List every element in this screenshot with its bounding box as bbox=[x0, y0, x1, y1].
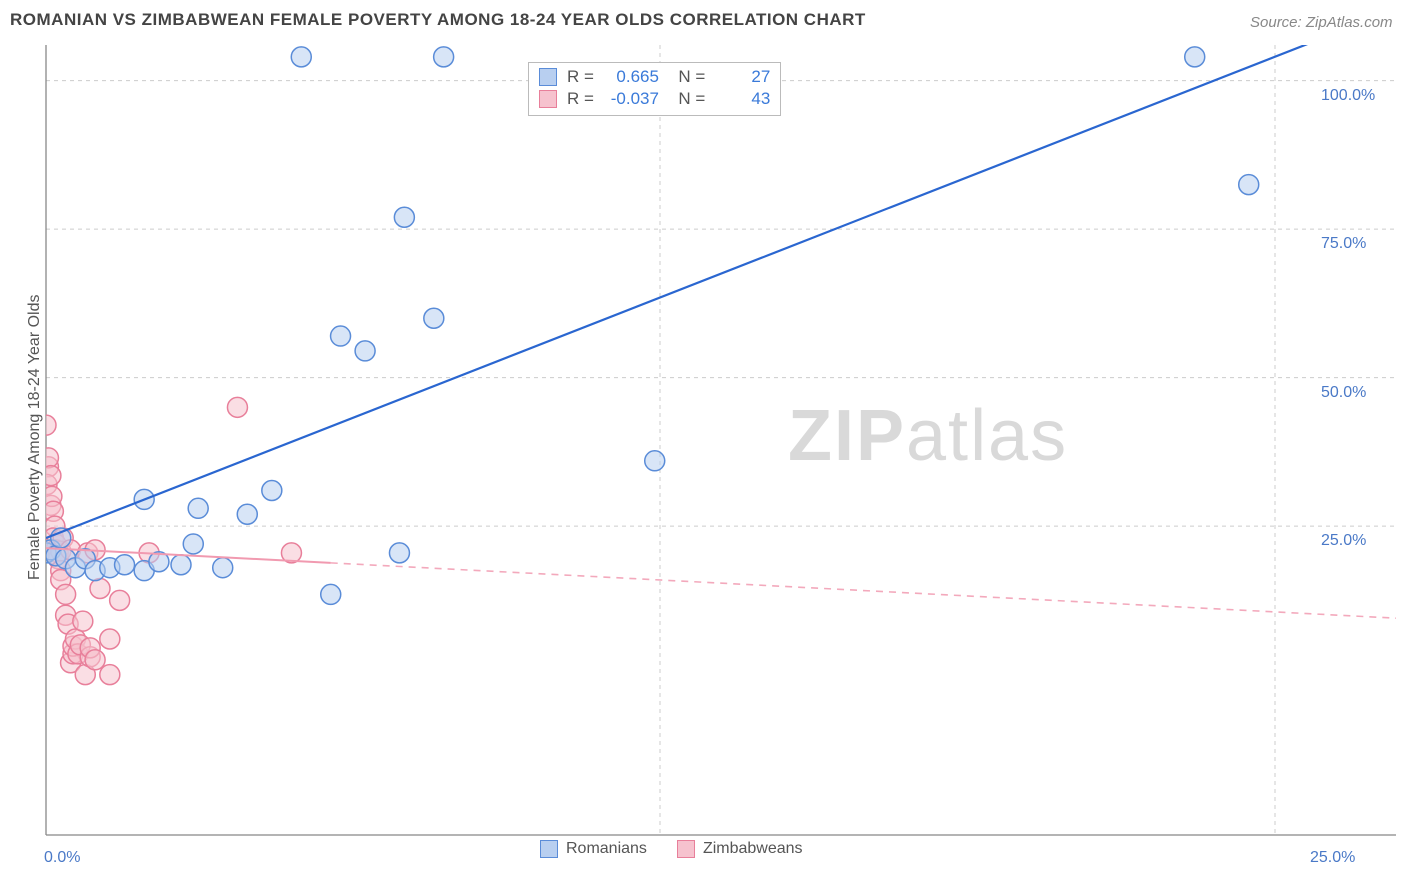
stats-r-label: R = bbox=[567, 67, 594, 87]
legend-swatch-romanians bbox=[540, 840, 558, 858]
legend-label-romanians: Romanians bbox=[566, 840, 647, 858]
stats-n-label: N = bbox=[669, 67, 705, 87]
swatch-zimbabweans bbox=[539, 90, 557, 108]
legend-swatch-zimbabweans bbox=[677, 840, 695, 858]
xtick-2: 25.0% bbox=[1310, 849, 1355, 867]
stats-row-romanians: R = 0.665 N = 27 bbox=[539, 67, 770, 87]
stats-n-label: N = bbox=[669, 89, 705, 109]
stats-r-zimbabweans: -0.037 bbox=[604, 89, 659, 109]
scatter-chart bbox=[0, 0, 1406, 892]
stats-n-romanians: 27 bbox=[715, 67, 770, 87]
legend-label-zimbabweans: Zimbabweans bbox=[703, 840, 803, 858]
series-legend: Romanians Zimbabweans bbox=[540, 840, 803, 858]
stats-r-romanians: 0.665 bbox=[604, 67, 659, 87]
stats-n-zimbabweans: 43 bbox=[715, 89, 770, 109]
ytick-3: 100.0% bbox=[1321, 87, 1375, 105]
ytick-0: 25.0% bbox=[1321, 532, 1366, 550]
stats-r-label: R = bbox=[567, 89, 594, 109]
ytick-2: 75.0% bbox=[1321, 235, 1366, 253]
legend-item-zimbabweans: Zimbabweans bbox=[677, 840, 803, 858]
legend-item-romanians: Romanians bbox=[540, 840, 647, 858]
swatch-romanians bbox=[539, 68, 557, 86]
xtick-0: 0.0% bbox=[44, 849, 80, 867]
ytick-1: 50.0% bbox=[1321, 384, 1366, 402]
stats-row-zimbabweans: R = -0.037 N = 43 bbox=[539, 89, 770, 109]
correlation-stats-box: R = 0.665 N = 27 R = -0.037 N = 43 bbox=[528, 62, 781, 116]
